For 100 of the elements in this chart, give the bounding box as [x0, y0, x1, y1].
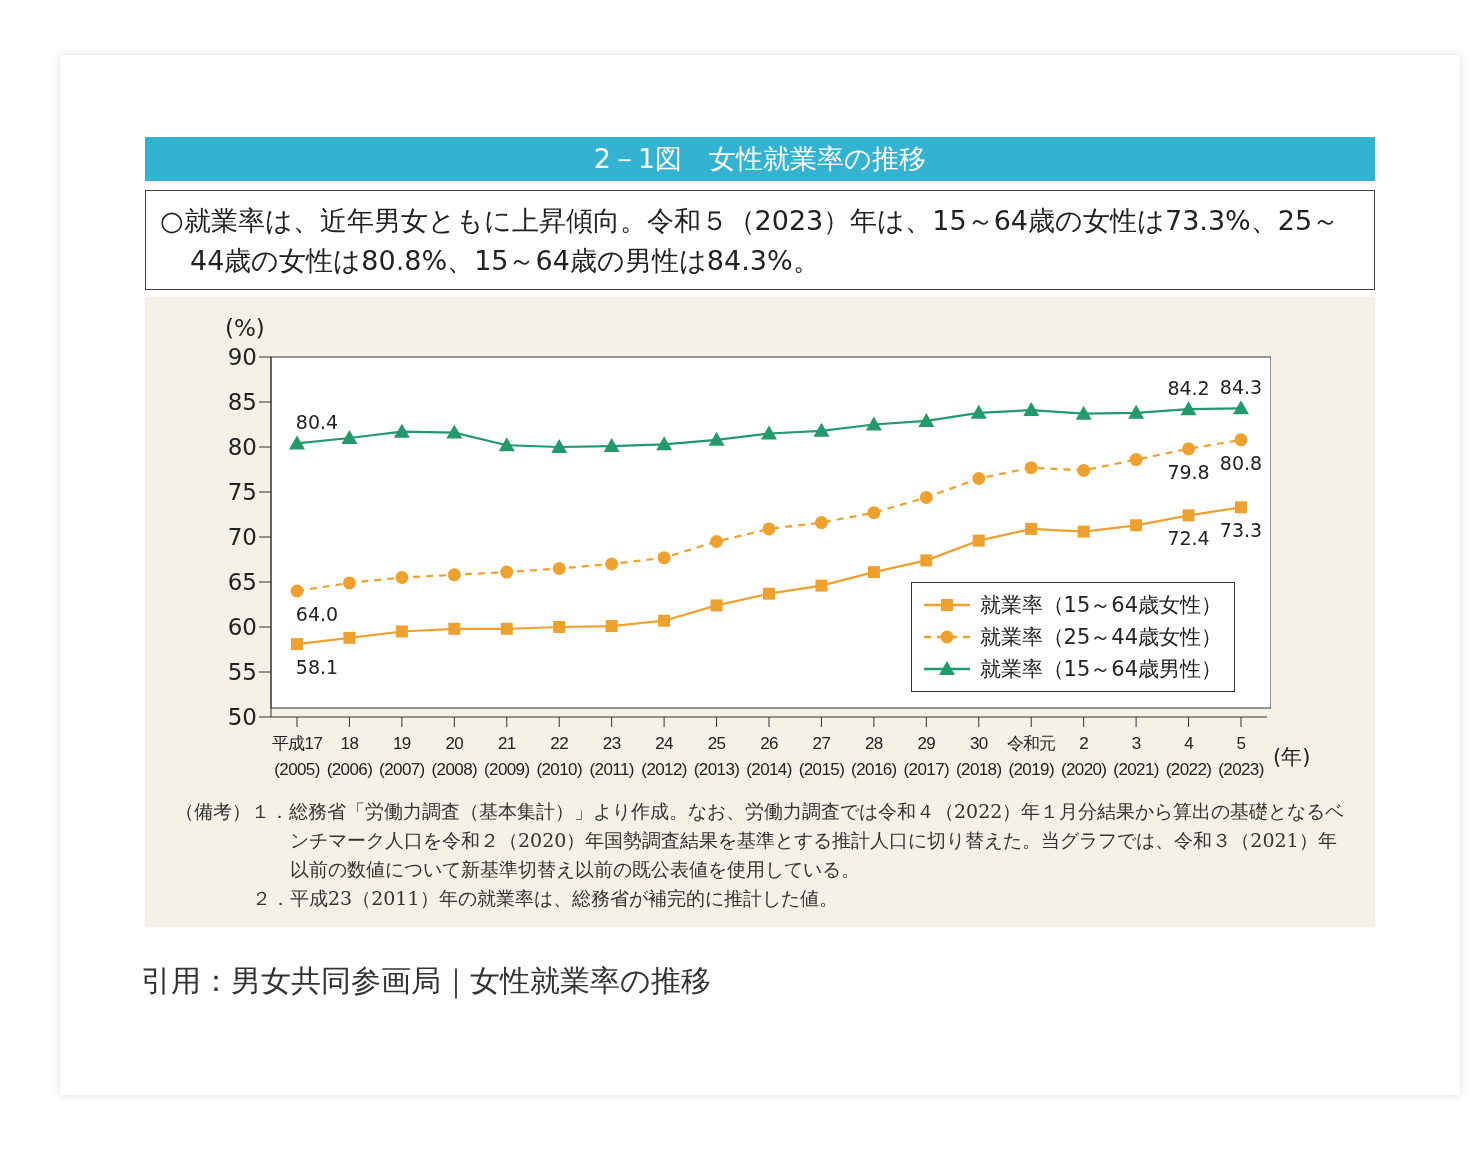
point	[1077, 525, 1090, 538]
x-tick-label: 平成17 (2005)	[271, 734, 323, 779]
x-tick-label: 25 (2013)	[693, 734, 740, 779]
point	[1234, 433, 1248, 447]
point	[972, 472, 986, 485]
x-axis-title: (年)	[1273, 744, 1311, 771]
point	[865, 416, 882, 431]
point	[1025, 522, 1038, 535]
point	[813, 422, 830, 437]
data-label: 84.3	[1219, 376, 1263, 399]
point	[761, 425, 777, 440]
y-tick-label: 55	[227, 659, 257, 686]
x-tick-label: 23 (2011)	[589, 734, 634, 779]
point	[1182, 509, 1195, 522]
point	[393, 423, 410, 438]
x-tick-label: 18 (2006)	[326, 734, 373, 779]
point	[552, 562, 566, 575]
y-tick-label: 75	[227, 479, 257, 506]
y-tick-label: 90	[227, 344, 257, 371]
y-tick-label: 85	[227, 389, 257, 416]
data-label: 79.8	[1167, 460, 1210, 483]
point	[500, 622, 513, 635]
point	[291, 638, 303, 651]
point	[1233, 400, 1249, 415]
point	[342, 576, 356, 590]
point	[448, 622, 461, 635]
point	[341, 430, 358, 444]
text: （備考）１．総務省「労働力調査（基本集計）」より作成。なお、労働力調査では令和４（2022）年１月分結果から算出の基礎となるベンチマーク人口を令和２（2020）年国勢調査結果を基準とする推計人口に切り替えた。当グラフでは、令和３（2021）年以前の数値について新基準切替え以前の既公表値を使用している。	[175, 799, 1346, 882]
point	[605, 557, 619, 571]
point	[603, 438, 620, 453]
point	[1023, 402, 1040, 417]
point	[867, 566, 880, 579]
x-tick-label: 20 (2008)	[431, 734, 478, 779]
x-tick-label: 3 (2021)	[1113, 734, 1159, 779]
x-tick-label: 2 (2020)	[1060, 734, 1107, 779]
data-label: 80.8	[1219, 451, 1263, 474]
chart-title: 2－1図 女性就業率の推移	[145, 137, 1375, 181]
point	[1075, 405, 1092, 420]
point	[658, 614, 671, 627]
point	[970, 404, 987, 419]
point	[867, 506, 881, 520]
point	[919, 490, 933, 504]
x-tick-label: 21 (2009)	[484, 734, 530, 779]
point	[814, 516, 828, 530]
x-tick-label: 30 (2018)	[956, 734, 1002, 779]
point	[1128, 404, 1145, 419]
y-tick-label: 60	[227, 614, 257, 641]
point	[290, 584, 304, 598]
x-tick-label: 令和元 (2019)	[1006, 734, 1057, 779]
point	[918, 412, 935, 427]
x-tick-label: 24 (2012)	[641, 734, 687, 779]
y-axis-title: (%)	[225, 315, 265, 341]
y-tick-label: 80	[227, 434, 257, 461]
y-tick-label: 50	[227, 704, 257, 731]
data-label: 72.4	[1167, 527, 1210, 550]
point	[710, 599, 723, 612]
point	[605, 620, 618, 633]
point	[289, 435, 305, 450]
point	[815, 579, 828, 592]
legend-label: 就業率（25～44歳女性）	[979, 624, 1222, 651]
data-label: 64.0	[295, 603, 339, 625]
point	[447, 568, 461, 582]
y-tick-label: 65	[227, 569, 257, 596]
point	[763, 587, 775, 600]
y-tick-label: 70	[227, 524, 257, 551]
point	[498, 437, 515, 452]
text: ２．平成23（2011）年の就業率は、総務省が補完的に推計した値。	[251, 886, 839, 911]
text: 引用：男女共同参画局｜女性就業率の推移	[141, 962, 712, 1001]
legend-label: 就業率（15～64歳女性）	[979, 592, 1222, 619]
point	[710, 535, 724, 548]
point	[1180, 401, 1197, 416]
point	[762, 522, 776, 536]
point	[1129, 453, 1143, 467]
point	[1182, 442, 1196, 456]
x-tick-label: 4 (2022)	[1165, 734, 1212, 779]
x-tick-label: 26 (2014)	[746, 734, 792, 779]
point	[551, 439, 568, 453]
point	[656, 436, 673, 451]
point	[553, 621, 566, 633]
point	[395, 571, 409, 584]
point	[708, 431, 725, 446]
point	[343, 631, 356, 644]
x-tick-label: 22 (2010)	[536, 734, 582, 779]
x-tick-label: 27 (2015)	[798, 734, 845, 779]
data-label: 58.1	[295, 656, 339, 679]
point	[1130, 519, 1143, 532]
point	[972, 534, 985, 547]
data-label: 80.4	[295, 411, 339, 434]
point	[657, 551, 671, 565]
legend-label: 就業率（15～64歳男性）	[979, 656, 1222, 683]
point	[920, 554, 933, 567]
point	[1024, 461, 1038, 475]
point	[1235, 501, 1247, 514]
point	[395, 625, 408, 638]
x-tick-label: 5 (2023)	[1218, 734, 1264, 779]
point	[1077, 463, 1091, 477]
x-tick-label: 29 (2017)	[903, 734, 950, 779]
x-tick-label: 19 (2007)	[379, 734, 425, 779]
point	[446, 424, 463, 439]
x-tick-label: 28 (2016)	[851, 734, 897, 779]
